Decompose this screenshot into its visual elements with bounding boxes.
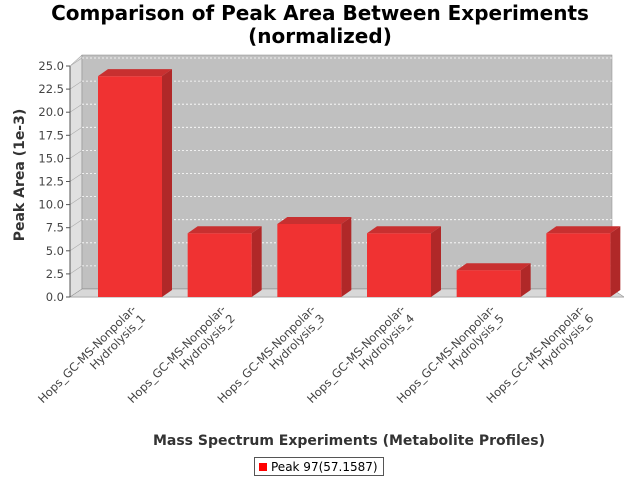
bar-top: [546, 226, 621, 234]
bar: [277, 217, 352, 297]
y-tick-label: 20.0: [38, 105, 64, 119]
y-tick-label: 17.5: [38, 128, 64, 142]
bar-top: [187, 226, 262, 234]
bar-side: [251, 226, 262, 297]
grid-line-wall: [69, 127, 83, 136]
grid-line-wall: [69, 173, 83, 182]
bar-front: [367, 233, 431, 297]
chart-title-line-2: (normalized): [248, 24, 392, 48]
y-axis: 0.0 2.5 5.0 7.5 10.0 12.5 15.0 17.5 20.0 22.5 25.0: [38, 59, 71, 304]
x-tick-label-line: Hops_GC-MS-Nonpolar-: [35, 302, 139, 406]
bar: [546, 226, 621, 297]
chart-title-line-1: Comparison of Peak Area Between Experime…: [51, 1, 589, 25]
grid-line-wall: [69, 103, 83, 113]
y-tick-label: 10.0: [38, 198, 64, 212]
bar-side: [520, 263, 531, 297]
grid-line-wall: [69, 150, 83, 159]
x-axis-label: Mass Spectrum Experiments (Metabolite Pr…: [153, 433, 545, 449]
grid-line-wall: [69, 196, 83, 205]
bar-front: [546, 233, 611, 297]
y-tick-label: 22.5: [38, 82, 64, 96]
bar-top: [367, 226, 441, 234]
y-axis-label: Peak Area (1e-3): [12, 109, 28, 242]
bar-top: [456, 263, 531, 271]
bar-front: [98, 76, 162, 297]
plot-left-wall: [69, 54, 83, 298]
bar-top: [277, 217, 352, 225]
y-tick-label: 2.5: [46, 267, 64, 281]
y-tick-label: 7.5: [46, 221, 64, 235]
grid-line-wall: [69, 265, 83, 275]
grid-line-wall: [69, 80, 83, 90]
chart-title: Comparison of Peak Area Between Experime…: [0, 2, 640, 48]
bar: [456, 263, 531, 297]
legend: Peak 97(57.1587): [254, 457, 384, 476]
bar: [367, 226, 441, 297]
bar-side: [162, 69, 172, 297]
y-tick-label: 0.0: [46, 290, 64, 304]
bar-side: [341, 217, 352, 297]
bars: [98, 69, 621, 297]
bar-front: [277, 224, 342, 297]
bar-side: [431, 226, 441, 297]
legend-swatch: [259, 462, 267, 471]
bar-side: [610, 226, 621, 297]
grid-line-wall: [69, 242, 83, 252]
grid-line-wall: [69, 219, 83, 228]
x-axis: Hops_GC-MS-Nonpolar-Hydrolysis_1Hops_GC-…: [35, 302, 596, 406]
y-tick-label: 12.5: [38, 175, 64, 189]
bar-top: [98, 69, 172, 77]
bar-front: [187, 233, 252, 297]
y-tick-label: 25.0: [38, 59, 64, 73]
grid-line-wall: [69, 57, 83, 67]
bar: [98, 69, 172, 297]
bar-front: [456, 270, 521, 297]
bar: [187, 226, 262, 297]
y-tick-label: 15.0: [38, 151, 64, 165]
y-tick-label: 5.0: [46, 244, 64, 258]
legend-label: Peak 97(57.1587): [271, 459, 378, 474]
